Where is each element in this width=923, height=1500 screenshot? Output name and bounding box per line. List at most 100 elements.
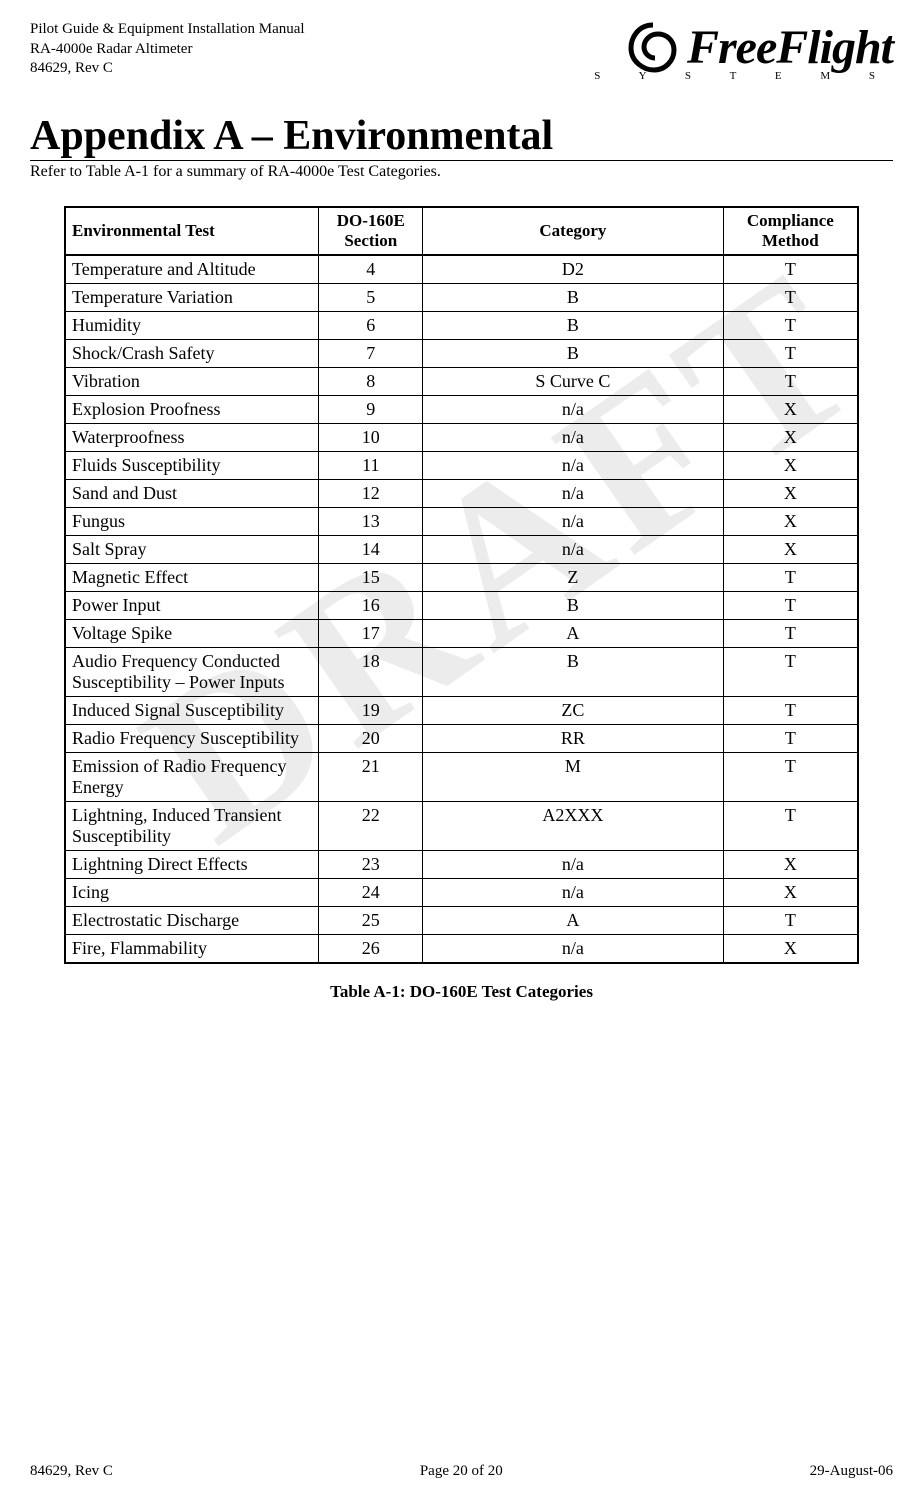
cell-method: T xyxy=(723,753,858,802)
cell-category: B xyxy=(423,284,724,312)
cell-test: Explosion Proofness xyxy=(65,396,319,424)
cell-section: 6 xyxy=(319,312,423,340)
table-row: Vibration8S Curve CT xyxy=(65,368,858,396)
cell-test: Vibration xyxy=(65,368,319,396)
logo-main-text: FreeFlight xyxy=(687,20,893,75)
cell-section: 12 xyxy=(319,480,423,508)
cell-method: T xyxy=(723,592,858,620)
table-row: Power Input16BT xyxy=(65,592,858,620)
table-row: Explosion Proofness9n/aX xyxy=(65,396,858,424)
cell-method: X xyxy=(723,452,858,480)
cell-category: A xyxy=(423,620,724,648)
th-test: Environmental Test xyxy=(65,207,319,255)
table-row: Lightning Direct Effects23n/aX xyxy=(65,851,858,879)
cell-category: RR xyxy=(423,725,724,753)
cell-method: X xyxy=(723,508,858,536)
environmental-table: Environmental Test DO-160E Section Categ… xyxy=(64,206,859,964)
cell-section: 20 xyxy=(319,725,423,753)
cell-category: n/a xyxy=(423,396,724,424)
cell-category: n/a xyxy=(423,536,724,564)
logo-sub-text: S Y S T E M S xyxy=(594,70,893,82)
cell-section: 7 xyxy=(319,340,423,368)
cell-category: n/a xyxy=(423,452,724,480)
cell-test: Fungus xyxy=(65,508,319,536)
cell-test: Magnetic Effect xyxy=(65,564,319,592)
cell-category: A2XXX xyxy=(423,802,724,851)
cell-test: Emission of Radio Frequency Energy xyxy=(65,753,319,802)
cell-category: D2 xyxy=(423,255,724,284)
table-row: Salt Spray14n/aX xyxy=(65,536,858,564)
cell-method: T xyxy=(723,802,858,851)
footer-right: 29-August-06 xyxy=(810,1463,893,1480)
cell-section: 25 xyxy=(319,907,423,935)
cell-section: 13 xyxy=(319,508,423,536)
page-footer: 84629, Rev C Page 20 of 20 29-August-06 xyxy=(30,1463,893,1480)
cell-test: Salt Spray xyxy=(65,536,319,564)
cell-section: 10 xyxy=(319,424,423,452)
cell-test: Fire, Flammability xyxy=(65,935,319,964)
cell-section: 4 xyxy=(319,255,423,284)
cell-section: 18 xyxy=(319,648,423,697)
table-caption: Table A-1: DO-160E Test Categories xyxy=(30,982,893,1002)
cell-section: 24 xyxy=(319,879,423,907)
cell-method: T xyxy=(723,340,858,368)
cell-method: X xyxy=(723,396,858,424)
table-row: Waterproofness10n/aX xyxy=(65,424,858,452)
cell-method: T xyxy=(723,907,858,935)
cell-method: T xyxy=(723,725,858,753)
cell-section: 5 xyxy=(319,284,423,312)
cell-category: S Curve C xyxy=(423,368,724,396)
footer-center: Page 20 of 20 xyxy=(420,1463,503,1480)
cell-method: T xyxy=(723,255,858,284)
table-header-row: Environmental Test DO-160E Section Categ… xyxy=(65,207,858,255)
cell-test: Lightning Direct Effects xyxy=(65,851,319,879)
cell-test: Electrostatic Discharge xyxy=(65,907,319,935)
cell-method: X xyxy=(723,480,858,508)
table-row: Temperature and Altitude4D2T xyxy=(65,255,858,284)
footer-left: 84629, Rev C xyxy=(30,1463,113,1480)
table-row: Icing24n/aX xyxy=(65,879,858,907)
table-row: Lightning, Induced Transient Susceptibil… xyxy=(65,802,858,851)
cell-method: X xyxy=(723,536,858,564)
table-row: Electrostatic Discharge25AT xyxy=(65,907,858,935)
cell-section: 14 xyxy=(319,536,423,564)
table-row: Temperature Variation5BT xyxy=(65,284,858,312)
cell-category: n/a xyxy=(423,480,724,508)
cell-category: B xyxy=(423,592,724,620)
cell-method: T xyxy=(723,648,858,697)
cell-test: Induced Signal Susceptibility xyxy=(65,697,319,725)
cell-method: X xyxy=(723,879,858,907)
cell-test: Sand and Dust xyxy=(65,480,319,508)
header-line-2: RA-4000e Radar Altimeter xyxy=(30,40,305,60)
cell-section: 22 xyxy=(319,802,423,851)
cell-section: 8 xyxy=(319,368,423,396)
th-method: Compliance Method xyxy=(723,207,858,255)
cell-category: n/a xyxy=(423,851,724,879)
header-line-3: 84629, Rev C xyxy=(30,59,305,79)
header-line-1: Pilot Guide & Equipment Installation Man… xyxy=(30,20,305,40)
intro-text: Refer to Table A-1 for a summary of RA-4… xyxy=(30,163,893,181)
cell-test: Power Input xyxy=(65,592,319,620)
cell-section: 11 xyxy=(319,452,423,480)
swirl-icon xyxy=(626,20,681,75)
cell-test: Fluids Susceptibility xyxy=(65,452,319,480)
cell-category: n/a xyxy=(423,935,724,964)
cell-category: B xyxy=(423,648,724,697)
cell-method: T xyxy=(723,697,858,725)
cell-section: 21 xyxy=(319,753,423,802)
cell-category: n/a xyxy=(423,424,724,452)
cell-test: Radio Frequency Susceptibility xyxy=(65,725,319,753)
cell-test: Icing xyxy=(65,879,319,907)
cell-section: 19 xyxy=(319,697,423,725)
header-text-block: Pilot Guide & Equipment Installation Man… xyxy=(30,20,305,79)
cell-category: Z xyxy=(423,564,724,592)
table-row: Fluids Susceptibility11n/aX xyxy=(65,452,858,480)
table-row: Sand and Dust12n/aX xyxy=(65,480,858,508)
th-category: Category xyxy=(423,207,724,255)
cell-method: T xyxy=(723,284,858,312)
cell-category: A xyxy=(423,907,724,935)
cell-method: X xyxy=(723,424,858,452)
cell-category: B xyxy=(423,312,724,340)
table-row: Magnetic Effect15ZT xyxy=(65,564,858,592)
cell-category: ZC xyxy=(423,697,724,725)
